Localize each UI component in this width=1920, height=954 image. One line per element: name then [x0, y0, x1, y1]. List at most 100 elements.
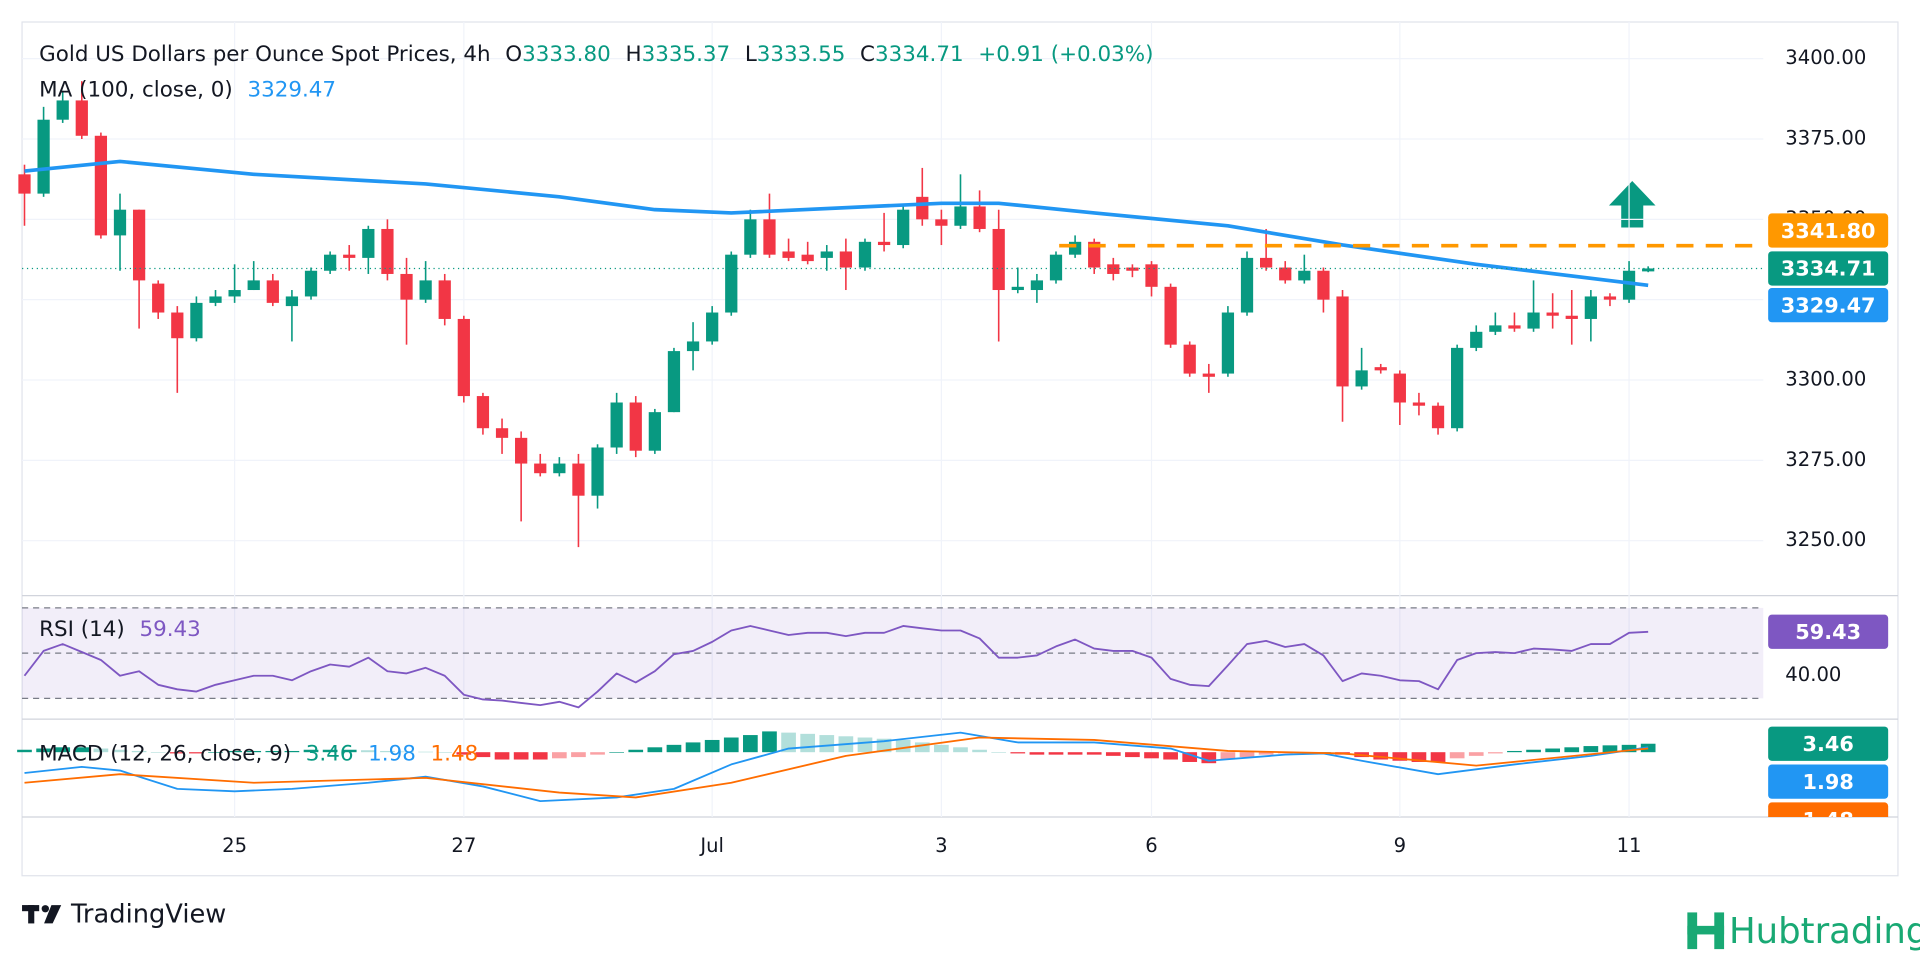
macd-name: MACD (12, 26, close, 9) — [39, 742, 291, 767]
macd-hist-bar — [1602, 745, 1618, 753]
candle-body — [1508, 325, 1521, 329]
macd-hist-bar — [284, 750, 300, 753]
macd-hist-bar — [437, 752, 453, 753]
candle-body — [897, 209, 910, 246]
candle-body — [1336, 296, 1349, 387]
macd-hist-bar — [131, 750, 147, 753]
candle-body — [973, 206, 986, 229]
rsi-value-label-text: 59.43 — [1795, 620, 1861, 644]
macd-hist-bar — [1468, 752, 1484, 756]
x-tick-label: 9 — [1394, 834, 1406, 857]
candle-body — [1451, 347, 1464, 429]
candle-body — [476, 396, 490, 429]
macd-hist-bar — [800, 733, 816, 753]
macd-hist-bar — [399, 751, 414, 753]
macd-hist-bar — [1488, 752, 1503, 754]
ma-label-text: 3329.47 — [1781, 293, 1876, 317]
macd-hist-bar — [1621, 744, 1637, 753]
candle-body — [1584, 296, 1597, 319]
last-price-label-text: 3334.71 — [1781, 257, 1876, 281]
x-tick-label: 25 — [222, 834, 247, 857]
macd-hist-bar — [628, 749, 644, 753]
candle-body — [1317, 270, 1330, 300]
candle-body — [629, 402, 642, 451]
macd-hist-bar — [1048, 752, 1064, 755]
macd-hist-bar — [1163, 752, 1178, 760]
candle-body — [1489, 325, 1502, 332]
macd-hist-bar — [55, 747, 71, 753]
macd-hist-label-text: 3.46 — [1802, 732, 1853, 756]
candle-body — [209, 296, 222, 303]
y-tick-label: 3375.00 — [1785, 126, 1866, 149]
candle-body — [1527, 312, 1540, 329]
candle-body — [553, 463, 566, 474]
macd-hist-bar — [723, 737, 739, 753]
macd-hist-bar — [1029, 752, 1045, 755]
x-tick-label: 11 — [1617, 834, 1642, 857]
macd-hist-bar — [1182, 752, 1198, 762]
macd-hist-bar — [341, 749, 357, 753]
macd-hist-bar — [17, 749, 32, 753]
candle-body — [877, 241, 891, 246]
y-tick-label: 3275.00 — [1785, 448, 1866, 471]
candle-body — [152, 283, 165, 313]
rsi-line — [23, 625, 1649, 709]
candle-body — [362, 228, 375, 258]
chart-title: Gold US Dollars per Ounce Spot Prices, 4… — [39, 42, 490, 67]
candle-body — [1011, 286, 1024, 291]
candle-body — [858, 241, 872, 268]
legend-row: MA (100, close, 0) 3329.47 — [39, 78, 336, 103]
resistance-label-bg — [1768, 213, 1889, 248]
macd-hist-bar — [666, 744, 682, 753]
candle-body — [1126, 267, 1139, 271]
candle-body — [839, 251, 852, 268]
candle-body — [744, 219, 757, 255]
candle-body — [266, 280, 279, 303]
macd-hist-bar — [953, 747, 968, 753]
up-arrow — [1608, 181, 1656, 228]
macd-hist-bar — [1411, 752, 1427, 762]
candle-body — [1412, 402, 1426, 406]
macd-hist-bar — [685, 742, 701, 753]
ma-line — [24, 159, 1649, 288]
ma-name: MA (100, close, 0) — [39, 78, 233, 103]
candle-body — [1546, 312, 1559, 316]
macd-hist-bar — [74, 747, 90, 753]
candle-body — [381, 228, 394, 274]
x-tick-label: Jul — [698, 834, 724, 857]
x-tick-label: 6 — [1145, 834, 1157, 857]
macd-hist-bar — [227, 750, 242, 753]
tradingview-logo — [22, 905, 62, 924]
brand: TradingView — [70, 899, 226, 929]
candle-body — [954, 206, 967, 226]
candle-body — [1164, 286, 1177, 345]
macd-hist-bar — [1430, 752, 1446, 762]
candle-body — [495, 428, 509, 438]
rsi-tick-label: 40.00 — [1785, 663, 1841, 686]
candle-body — [667, 351, 681, 413]
macd-hist-bar — [819, 735, 835, 753]
macd-value-label-bg — [1768, 764, 1889, 799]
y-tick-label: 3400.00 — [1785, 46, 1866, 69]
rsi-value: 59.43 — [139, 617, 200, 642]
macd-hist-bar — [1373, 752, 1389, 760]
watermark: Hubtrading — [1729, 911, 1920, 952]
macd-value: 1.98 — [368, 742, 416, 767]
candle-body — [1431, 405, 1445, 429]
macd-hist-bar — [303, 749, 319, 753]
candle-body — [706, 312, 719, 342]
macd-hist-bar — [1125, 752, 1140, 758]
macd-hist-bar — [647, 747, 663, 753]
candle-body — [801, 254, 814, 262]
macd-hist-bar — [265, 750, 281, 753]
macd-hist-bar — [762, 731, 777, 753]
candle-body — [113, 209, 127, 236]
candle-body — [343, 254, 356, 258]
macd-hist-bar — [1144, 752, 1159, 759]
macd-hist-bar — [1392, 752, 1408, 761]
candle-body — [1279, 267, 1292, 281]
macd-hist-bar — [1507, 750, 1522, 753]
candle-body — [935, 219, 948, 226]
